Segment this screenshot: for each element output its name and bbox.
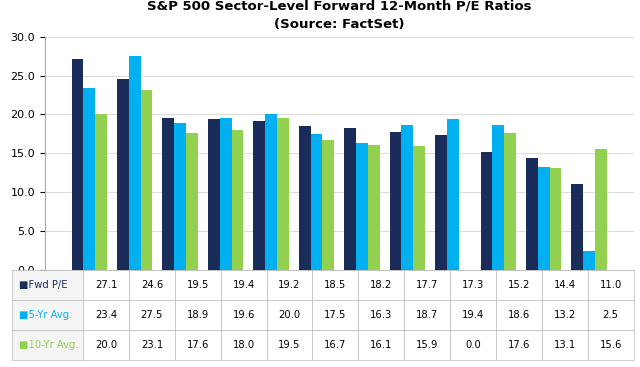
Bar xyxy=(299,126,310,270)
Bar xyxy=(526,158,538,270)
Bar xyxy=(95,115,107,270)
Bar xyxy=(220,117,232,270)
Bar xyxy=(141,90,152,270)
Bar xyxy=(401,124,413,270)
Bar xyxy=(538,167,550,270)
Bar xyxy=(310,134,323,270)
Bar xyxy=(435,135,447,270)
Bar xyxy=(253,121,265,270)
Bar xyxy=(481,152,492,270)
Bar xyxy=(129,56,141,270)
Bar xyxy=(492,126,504,270)
Bar xyxy=(83,88,95,270)
Bar xyxy=(550,168,561,270)
Bar xyxy=(232,130,243,270)
Bar xyxy=(163,118,174,270)
Title: S&P 500 Sector-Level Forward 12-Month P/E Ratios
(Source: FactSet): S&P 500 Sector-Level Forward 12-Month P/… xyxy=(147,0,531,31)
Bar xyxy=(174,123,186,270)
Bar xyxy=(72,59,83,270)
Bar xyxy=(390,132,401,270)
Bar xyxy=(277,118,289,270)
Bar xyxy=(208,119,220,270)
Bar xyxy=(265,115,277,270)
Bar xyxy=(583,251,595,270)
Bar xyxy=(368,145,380,270)
Bar xyxy=(413,146,425,270)
Bar xyxy=(323,140,334,270)
Bar xyxy=(447,119,459,270)
Bar xyxy=(356,143,368,270)
Bar xyxy=(504,133,516,270)
Bar xyxy=(344,128,356,270)
Bar xyxy=(186,133,198,270)
Bar xyxy=(572,185,583,270)
Bar xyxy=(117,79,129,270)
Bar xyxy=(595,149,607,270)
